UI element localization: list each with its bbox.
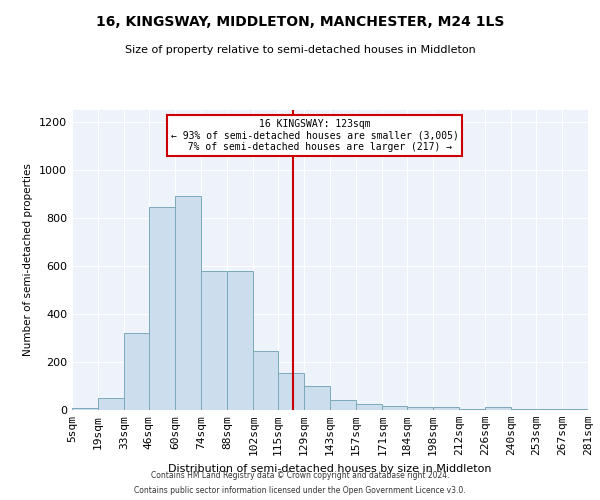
Bar [330,400,356,410]
Text: Contains public sector information licensed under the Open Government Licence v3: Contains public sector information licen… [134,486,466,495]
Text: 16 KINGSWAY: 123sqm
← 93% of semi-detached houses are smaller (3,005)
  7% of se: 16 KINGSWAY: 123sqm ← 93% of semi-detach… [170,119,458,152]
Bar [72,408,98,410]
Y-axis label: Number of semi-detached properties: Number of semi-detached properties [23,164,34,356]
Bar [382,406,407,410]
Text: Contains HM Land Registry data © Crown copyright and database right 2024.: Contains HM Land Registry data © Crown c… [151,471,449,480]
Bar [356,404,382,410]
X-axis label: Distribution of semi-detached houses by size in Middleton: Distribution of semi-detached houses by … [168,464,492,473]
Text: Size of property relative to semi-detached houses in Middleton: Size of property relative to semi-detach… [125,45,475,55]
Bar [124,333,149,410]
Bar [485,407,511,410]
Bar [175,196,201,410]
Bar [253,351,278,410]
Bar [407,407,433,410]
Bar [98,398,124,410]
Bar [278,373,304,410]
Bar [433,407,459,410]
Bar [304,386,330,410]
Text: 16, KINGSWAY, MIDDLETON, MANCHESTER, M24 1LS: 16, KINGSWAY, MIDDLETON, MANCHESTER, M24… [96,15,504,29]
Bar [201,271,227,410]
Bar [149,207,175,410]
Bar [227,271,253,410]
